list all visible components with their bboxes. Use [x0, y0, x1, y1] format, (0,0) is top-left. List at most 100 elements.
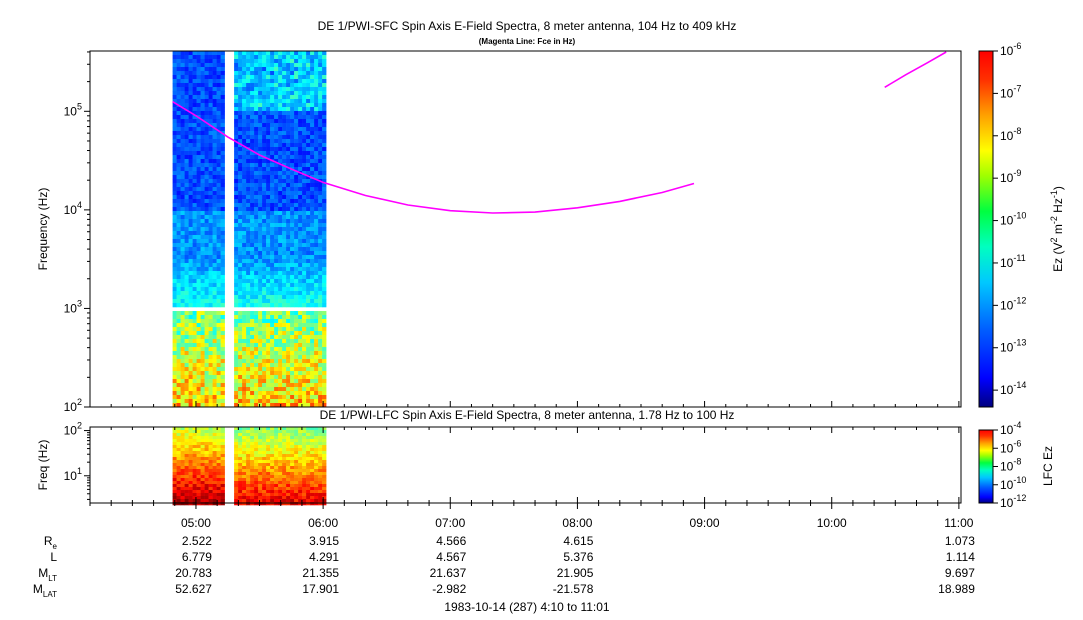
lfc-cell: [310, 460, 315, 464]
lfc-cell: [290, 490, 295, 494]
sfc-cell: [318, 83, 323, 88]
sfc-cell: [266, 371, 271, 376]
lfc-cell: [298, 439, 303, 443]
sfc-cell: [238, 143, 243, 148]
lfc-interval-1: [234, 427, 327, 506]
lfc-cell: [274, 493, 279, 497]
lfc-cell: [238, 466, 243, 470]
sfc-cell: [294, 191, 299, 196]
sfc-cell: [318, 99, 323, 104]
lfc-cell: [290, 481, 295, 485]
sfc-cell: [220, 395, 225, 400]
sfc-cell: [314, 51, 319, 56]
sfc-colorbar-tick-exp: -11: [1013, 253, 1025, 263]
sfc-cell: [246, 87, 251, 92]
lfc-cell: [254, 436, 259, 440]
sfc-cell: [270, 275, 275, 280]
sfc-cell: [250, 143, 255, 148]
sfc-cell: [258, 363, 263, 368]
sfc-cell: [200, 299, 205, 304]
lfc-cell: [188, 454, 193, 458]
sfc-cell: [238, 347, 243, 352]
sfc-cell: [234, 187, 239, 192]
sfc-cell: [302, 55, 307, 60]
sfc-cell: [314, 107, 319, 112]
sfc-cell: [250, 115, 255, 120]
sfc-cell: [322, 323, 327, 328]
sfc-cell: [180, 219, 185, 224]
sfc-cell: [286, 127, 291, 132]
sfc-cell: [192, 115, 197, 120]
sfc-cell: [208, 127, 213, 132]
lfc-y-tick-label: 101: [64, 466, 82, 483]
sfc-cell: [302, 59, 307, 64]
sfc-cell: [290, 279, 295, 284]
sfc-cell: [254, 111, 259, 116]
lfc-cell: [286, 436, 291, 440]
lfc-cell: [266, 445, 271, 449]
sfc-cell: [290, 255, 295, 260]
sfc-cell: [212, 283, 217, 288]
sfc-cell: [278, 127, 283, 132]
sfc-cell: [234, 103, 239, 108]
sfc-cell: [242, 331, 247, 336]
sfc-cell: [234, 395, 239, 400]
sfc-cell: [188, 191, 193, 196]
sfc-cell: [242, 319, 247, 324]
lfc-cell: [262, 490, 267, 494]
sfc-cell: [318, 283, 323, 288]
lfc-cell: [294, 445, 299, 449]
sfc-cell: [270, 251, 275, 256]
lfc-cell: [196, 469, 201, 473]
sfc-cell: [184, 191, 189, 196]
lfc-cell: [204, 490, 209, 494]
sfc-cell: [282, 287, 287, 292]
sfc-cell: [310, 179, 315, 184]
sfc-cell: [234, 247, 239, 252]
sfc-cell: [212, 51, 217, 56]
ephemeris-value: 1.114: [946, 550, 975, 564]
sfc-cell: [254, 131, 259, 136]
sfc-cell: [184, 175, 189, 180]
sfc-cell: [270, 403, 275, 407]
lfc-cell: [278, 430, 283, 434]
sfc-cell: [238, 279, 243, 284]
sfc-cell: [290, 187, 295, 192]
sfc-cell: [290, 143, 295, 148]
lfc-cell: [212, 481, 217, 485]
sfc-cell: [266, 127, 271, 132]
sfc-cell: [306, 103, 311, 108]
lfc-cell: [180, 469, 185, 473]
lfc-cell: [282, 487, 287, 491]
sfc-cell: [258, 347, 263, 352]
sfc-cell: [242, 363, 247, 368]
sfc-cell: [216, 63, 221, 68]
sfc-cell: [250, 323, 255, 328]
sfc-cell: [172, 55, 177, 60]
sfc-cell: [242, 139, 247, 144]
sfc-cell: [290, 383, 295, 388]
sfc-cell: [246, 99, 251, 104]
sfc-cell: [250, 151, 255, 156]
lfc-cell: [196, 430, 201, 434]
sfc-cell: [314, 311, 319, 316]
sfc-cell: [290, 51, 295, 56]
sfc-cell: [246, 203, 251, 208]
sfc-cell: [172, 211, 177, 216]
sfc-cell: [298, 191, 303, 196]
sfc-cell: [314, 175, 319, 180]
sfc-cell: [176, 399, 181, 404]
lfc-cell: [184, 445, 189, 449]
sfc-cell: [294, 379, 299, 384]
lfc-cell: [278, 445, 283, 449]
sfc-cell: [278, 395, 283, 400]
sfc-cell: [172, 263, 177, 268]
sfc-cell: [282, 319, 287, 324]
sfc-cell: [184, 167, 189, 172]
sfc-cell: [286, 87, 291, 92]
lfc-cell: [254, 502, 259, 506]
sfc-cell: [294, 403, 299, 407]
sfc-cell: [286, 187, 291, 192]
sfc-cell: [322, 87, 327, 92]
